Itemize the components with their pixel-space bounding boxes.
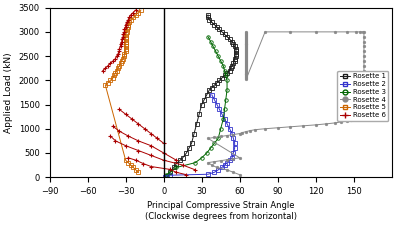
Y-axis label: Applied Load (kN): Applied Load (kN) bbox=[4, 52, 13, 133]
Legend: Rosette 1, Rosette 2, Rosette 3, Rosette 4, Rosette 5, Rosette 6: Rosette 1, Rosette 2, Rosette 3, Rosette… bbox=[337, 71, 388, 121]
X-axis label: Principal Compressive Strain Angle
(Clockwise degrees from horizontal): Principal Compressive Strain Angle (Cloc… bbox=[145, 201, 297, 221]
